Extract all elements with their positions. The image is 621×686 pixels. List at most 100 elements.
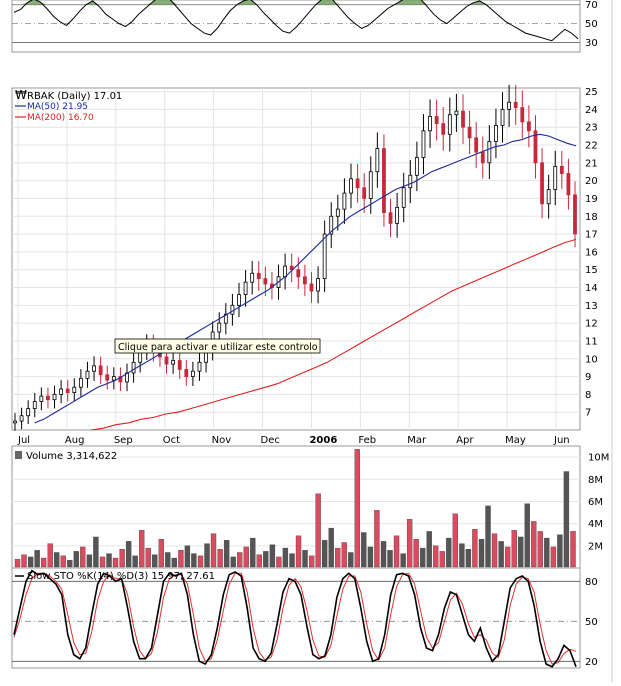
volume-bar [119,548,125,568]
volume-bar [217,548,223,568]
volume-bar [93,536,99,568]
price-candle-body [65,388,70,393]
price-candle-body [487,141,492,164]
volume-bar [158,539,164,568]
volume-bar [472,529,478,568]
volume-bar [40,557,47,568]
rsi-panel: 70 50 30 [11,0,598,53]
price-candle-body [302,276,307,285]
volume-bar [54,552,60,568]
price-candle-body [342,192,347,210]
price-y-tick-labels: 25 24 23 22 21 20 19 18 17 16 15 14 13 12 11 10 9 8 7 [585,87,598,419]
price-tick-label: 11 [585,336,598,347]
volume-y-tick-labels: 10M 8M 6M 4M 2M [588,453,609,553]
price-candle-body [237,294,241,306]
volume-bar [504,546,511,568]
x-axis-tick-label: Apr [456,435,474,446]
volume-bar [518,536,524,568]
price-candle-body [256,272,261,279]
price-candle-body [520,107,525,123]
volume-bar [243,546,249,568]
volume-bar [478,539,485,568]
price-tick-label: 14 [585,283,598,294]
price-candle-body [408,174,413,189]
price-candle-body [171,360,176,365]
x-axis-tick-label: Dec [261,435,280,446]
price-candle-body [131,361,136,374]
volume-panel: 10M 8M 6M 4M 2M Volume 3,314,622 [11,445,609,569]
stochastic-series [13,569,577,668]
price-candle-body [190,370,195,377]
price-candle-body [52,393,57,401]
price-tick-label: 25 [585,87,598,98]
stochastic-k-line [13,569,577,668]
price-legend: ₩ RBAK (Daily) 17.01 MA(50) 21.95 MA(200… [15,88,122,123]
ma200-legend-label: MA(200) 16.70 [27,113,94,123]
volume-tick-label: 6M [588,497,603,508]
volume-bar [367,546,374,568]
volume-bar [86,554,93,568]
volume-bar [498,541,504,568]
rsi-frame [11,0,581,53]
tooltip-text: Clique para activar e utilizar este cont… [118,342,318,353]
price-candle-body [250,272,255,283]
price-candle-body [329,215,334,235]
volume-bar [269,544,276,568]
price-candle-body [507,101,512,110]
price-candle-body [421,130,426,158]
volume-bar [446,537,452,568]
x-axis-tick-label: Jun [553,435,570,446]
volume-bar [237,552,243,568]
price-candle-body [500,108,505,126]
volume-bar [537,531,543,568]
volume-bar [67,560,73,568]
volume-bar [452,513,458,568]
price-candle-body [375,148,380,173]
x-axis-tick-label: May [505,435,526,446]
volume-tick-label: 4M [588,519,603,530]
x-axis-tick-label: Jul [17,435,30,446]
volume-bar [73,551,79,568]
price-candle-body [217,322,222,333]
volume-bar [152,554,158,568]
price-tick-label: 22 [585,141,598,152]
price-tick-label: 17 [585,230,598,241]
volume-bar [570,531,576,568]
volume-bar [34,550,40,568]
x-axis-tick-label: Mar [407,435,427,446]
volume-bar [563,471,570,568]
price-tick-label: 9 [585,372,591,383]
volume-bar [204,543,210,568]
price-candle-body [78,377,83,388]
volume-bar [531,521,537,568]
volume-bar [341,542,347,568]
volume-bar [47,543,53,568]
price-candle-body [362,187,367,199]
volume-bar [210,533,217,568]
volume-bar [145,547,151,568]
price-tick-label: 10 [585,354,598,365]
volume-bar [178,550,184,568]
price-candle-body [428,116,432,132]
volume-bar [361,532,367,568]
price-candle-body [184,369,189,377]
volume-bar [125,541,132,568]
price-candle-body [289,265,294,271]
volume-bar [354,449,360,568]
price-tick-label: 8 [585,390,591,401]
volume-bar [374,510,380,568]
volume-bar [491,533,498,568]
price-candle-body [441,123,446,135]
price-candle-body [46,395,50,401]
volume-bar [413,539,419,568]
price-candle-body [540,162,544,205]
volume-bar [544,537,550,568]
volume-bar [21,554,27,568]
tooltip-box [114,338,321,354]
volume-bar [106,553,112,568]
price-candle-body [26,408,31,417]
price-candle-body [526,121,531,132]
price-candle-body [401,187,406,208]
rsi-line [13,0,579,42]
